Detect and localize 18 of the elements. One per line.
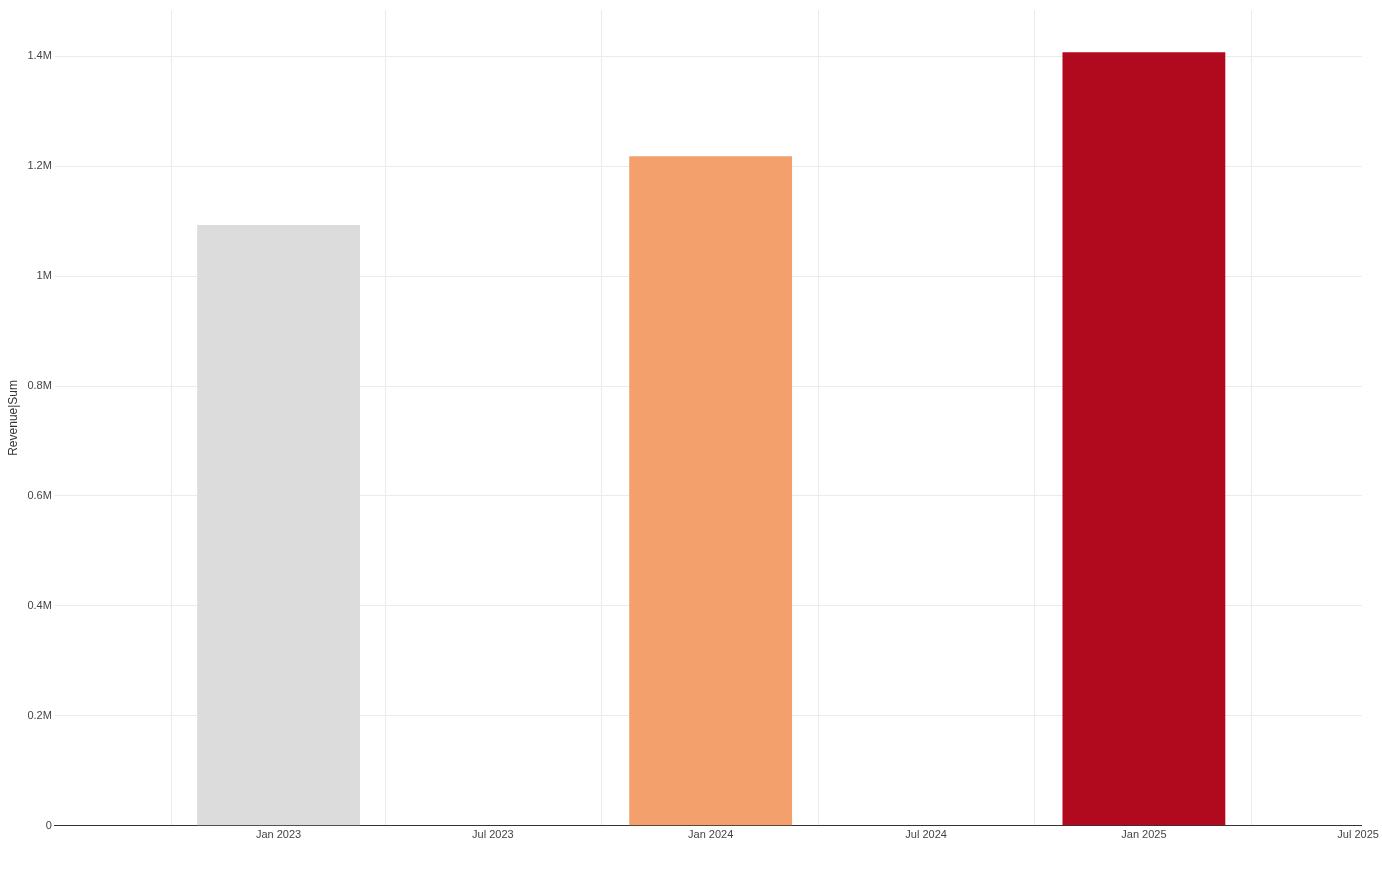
- y-tick-label: 1.2M: [27, 159, 52, 172]
- x-tick-label: Jul 2024: [905, 828, 947, 841]
- x-tick-label: Jan 2025: [1121, 828, 1167, 841]
- y-tick-label: 0.6M: [27, 488, 52, 501]
- y-tick-label: 0.8M: [27, 379, 52, 392]
- bar: [629, 156, 793, 826]
- y-tick-label: 0.2M: [27, 708, 52, 721]
- y-tick-label: 1.4M: [27, 49, 52, 62]
- x-tick-label: Jul 2025: [1337, 828, 1379, 841]
- bar: [1062, 52, 1226, 826]
- y-tick-label: 1M: [36, 269, 52, 282]
- x-tick-label: Jul 2023: [472, 828, 514, 841]
- bar: [197, 224, 360, 826]
- y-tick-label: 0.4M: [27, 598, 52, 611]
- y-axis-title: Revenue|Sum: [5, 379, 20, 456]
- x-tick-label: Jan 2024: [688, 828, 734, 841]
- y-tick-label: 0: [45, 818, 52, 831]
- x-tick-label: Jan 2023: [255, 828, 302, 841]
